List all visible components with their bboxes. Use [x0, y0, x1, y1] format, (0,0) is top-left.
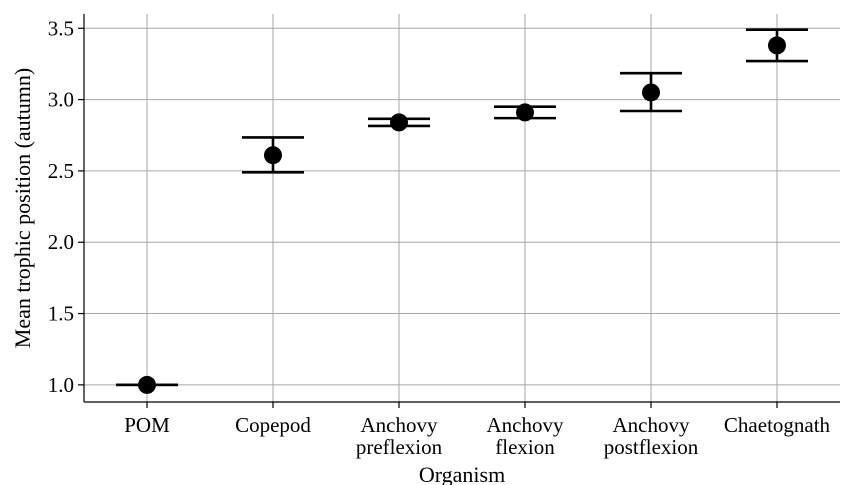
data-point-group: [242, 136, 304, 174]
x-tick-label: POM: [124, 413, 170, 437]
y-tick-label: 2.5: [48, 159, 74, 183]
data-point-group: [620, 71, 682, 113]
axes: [83, 14, 840, 403]
data-point-group: [368, 113, 430, 132]
x-tick-label: preflexion: [356, 435, 443, 459]
mean-point: [264, 146, 282, 165]
data-point-group: [746, 28, 808, 63]
mean-point: [516, 103, 534, 122]
data-point-group: [494, 103, 556, 122]
mean-point: [768, 36, 786, 55]
mean-point: [642, 83, 660, 102]
data-marks: [116, 28, 808, 394]
y-tick-label: 1.0: [48, 373, 74, 397]
y-axis-label: Mean trophic position (autumn): [10, 68, 35, 348]
x-tick-label: Copepod: [235, 413, 311, 437]
x-tick-label: flexion: [495, 435, 555, 459]
mean-point: [390, 113, 408, 132]
x-axis-ticks: POM Copepod AnchovypreflexionAnchovyflexio…: [124, 402, 831, 459]
x-tick-label: Anchovy: [613, 413, 690, 437]
mean-point: [138, 375, 156, 394]
x-axis-label: Organism: [419, 462, 505, 485]
y-tick-label: 1.5: [48, 302, 74, 326]
y-tick-label: 2.0: [48, 230, 74, 254]
y-tick-label: 3.0: [48, 88, 74, 112]
grid-lines: [84, 14, 840, 402]
x-tick-label: Chaetognath: [724, 413, 831, 437]
x-tick-label: Anchovy: [361, 413, 438, 437]
x-tick-label: postflexion: [604, 435, 699, 459]
x-tick-label: Anchovy: [487, 413, 564, 437]
data-point-group: [116, 375, 178, 394]
y-tick-label: 3.5: [48, 16, 74, 40]
y-axis-ticks: 1.0 1.5 2.0 2.5 3.0 3.5: [48, 16, 84, 397]
